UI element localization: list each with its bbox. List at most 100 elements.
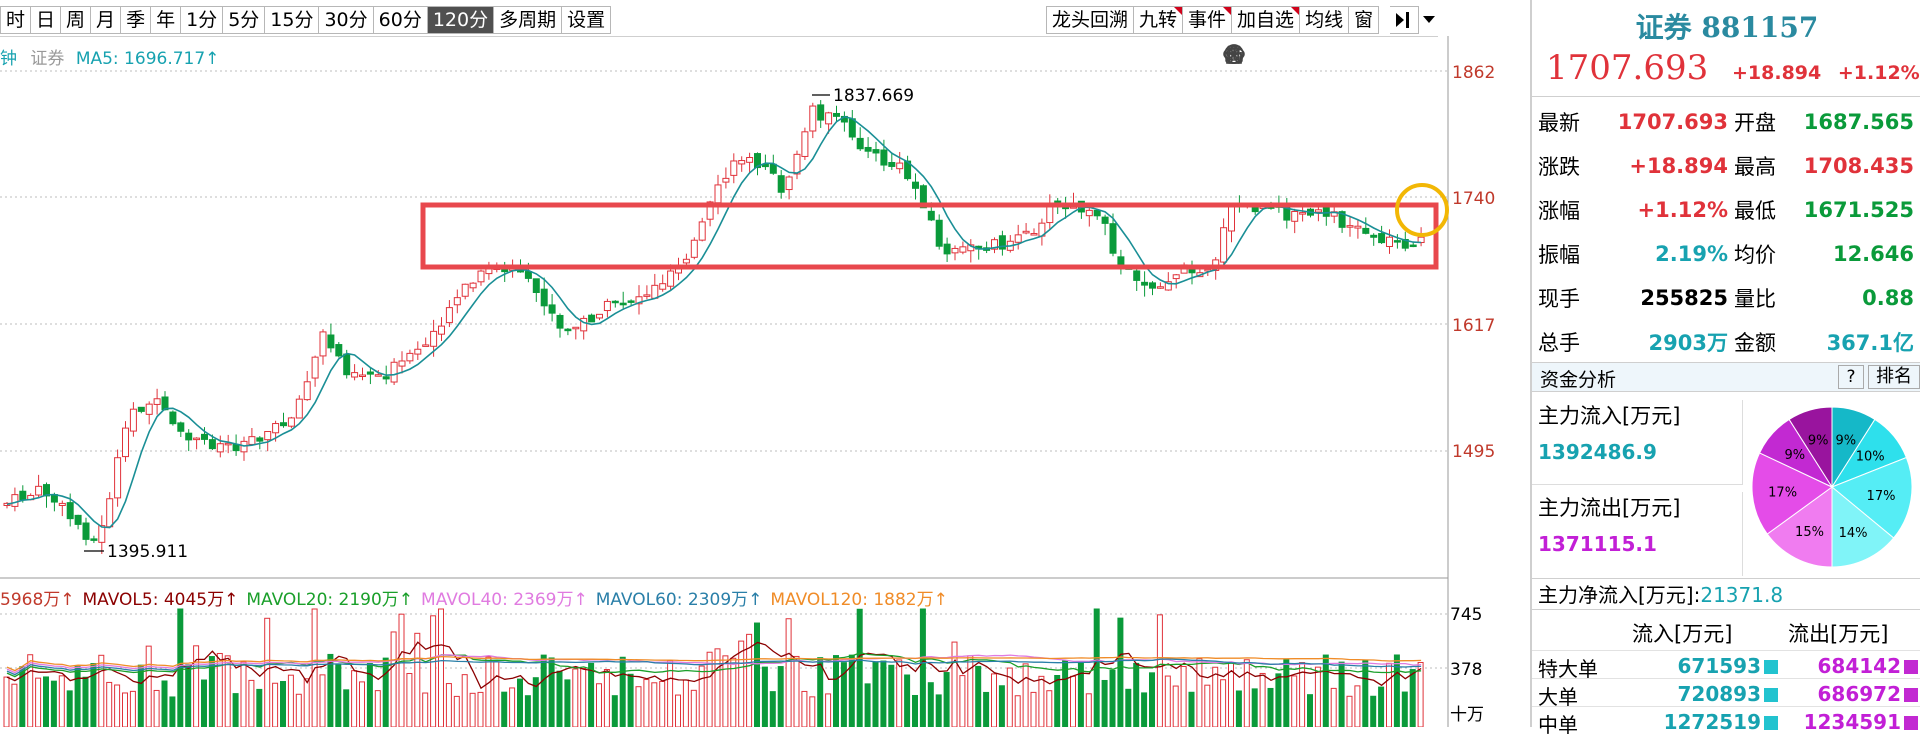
- volume-bar: [74, 665, 81, 727]
- period-tab[interactable]: 5分: [223, 6, 266, 34]
- volume-bar: [825, 693, 832, 727]
- candle-body: [185, 432, 193, 441]
- dropdown-button[interactable]: [1420, 6, 1438, 32]
- quote-row: 涨幅 +1.12% 最低 1671.525: [1538, 188, 1920, 232]
- period-tab[interactable]: 设置: [562, 6, 612, 34]
- candle-body: [272, 423, 280, 434]
- candle-body: [161, 396, 169, 411]
- volume-bar: [1117, 617, 1124, 727]
- period-tab[interactable]: 多周期: [494, 6, 563, 34]
- volume-bar: [975, 665, 982, 727]
- volume-bar: [50, 680, 57, 727]
- period-tab[interactable]: 60分: [373, 6, 428, 34]
- quote-label: 总手: [1538, 331, 1580, 355]
- quote-label: 最低: [1734, 199, 1776, 223]
- kline-chart[interactable]: 1837.669 1395.911 1862 1740 1617 1495 74…: [0, 0, 1530, 727]
- highlight-box: [420, 202, 1439, 270]
- candle-body: [1109, 223, 1117, 254]
- candle-body: [1014, 234, 1022, 243]
- candle-body: [1251, 203, 1259, 213]
- inflow-swatch: [1764, 660, 1778, 674]
- volume-bar: [635, 686, 642, 727]
- quote-value: 12.646: [1832, 242, 1914, 266]
- quote-value: 1687.565: [1803, 110, 1914, 134]
- volume-bar: [1172, 685, 1179, 727]
- order-type: 特大单: [1538, 657, 1598, 681]
- order-row: 特大单 671593 684142: [1532, 650, 1920, 681]
- period-tab[interactable]: 月: [91, 6, 122, 34]
- volume-bar: [1077, 661, 1084, 727]
- period-tab[interactable]: 季: [121, 6, 152, 34]
- zoom-out-icon[interactable]: [1222, 42, 1246, 66]
- tool-tab[interactable]: 均线: [1300, 6, 1350, 34]
- candle-body: [232, 443, 240, 452]
- quote-row: 最新 1707.693 开盘 1687.565: [1538, 100, 1920, 144]
- volume-bar: [912, 694, 918, 727]
- volume-bar: [27, 654, 34, 727]
- quote-label: 最高: [1734, 155, 1776, 179]
- candle-body: [564, 328, 572, 332]
- volume-bar: [1220, 679, 1227, 727]
- candle-body: [777, 175, 785, 193]
- order-inflow-value: 720893: [1677, 682, 1762, 706]
- volume-legend: 5968万↑ MAVOL5: 4045万↑ MAVOL20: 2190万↑ MAVOL…: [0, 585, 956, 610]
- volume-bar: [224, 655, 231, 727]
- collapse-panel-button[interactable]: [1390, 6, 1419, 34]
- ma-legend: 钟 证券 MA5: 1696.717↑: [0, 44, 219, 69]
- volume-bar: [919, 608, 926, 727]
- mavol120-line: [6, 655, 1422, 672]
- candle-body: [1038, 222, 1046, 237]
- volume-bar: [1275, 673, 1282, 727]
- volume-bar: [872, 661, 879, 727]
- period-tab[interactable]: 120分: [427, 6, 495, 34]
- candle-body: [1354, 225, 1362, 229]
- tool-tab[interactable]: 龙头回溯: [1046, 6, 1135, 34]
- candle-body: [682, 258, 690, 264]
- candle-body: [1243, 203, 1251, 207]
- order-inflow-value: 1272519: [1663, 710, 1761, 734]
- volume-bar: [469, 692, 476, 727]
- rank-button[interactable]: 排名: [1868, 365, 1920, 389]
- candle-body: [145, 403, 153, 415]
- period-tab[interactable]: 日: [31, 6, 62, 34]
- candle-body: [122, 427, 129, 458]
- candle-body: [19, 490, 27, 501]
- outflow-header: 流出[万元]: [1788, 622, 1889, 646]
- net-inflow-label: 主力净流入[万元]:: [1538, 583, 1701, 607]
- tool-tab[interactable]: 加自选: [1232, 6, 1301, 34]
- volume-bar: [1370, 695, 1377, 727]
- order-inflow-value: 671593: [1677, 654, 1762, 678]
- period-tab[interactable]: 时: [0, 6, 32, 34]
- tool-tab[interactable]: 九转: [1134, 6, 1184, 34]
- period-tab[interactable]: 30分: [319, 6, 374, 34]
- volume-bar: [769, 691, 776, 727]
- period-tab[interactable]: 周: [61, 6, 92, 34]
- volume-legend-item: MAVOL5: 4045万↑: [82, 590, 239, 610]
- volume-bar: [517, 678, 523, 727]
- pie-slice-label: 9%: [1808, 433, 1829, 448]
- candle-body: [532, 278, 540, 294]
- period-tab[interactable]: 1分: [181, 6, 224, 34]
- order-row: 大单 720893 686972: [1532, 678, 1920, 709]
- candle-body: [445, 307, 453, 324]
- help-button[interactable]: ?: [1838, 365, 1864, 389]
- quote-row: 现手 255825 量比 0.88: [1538, 276, 1920, 320]
- candle-body: [714, 184, 722, 204]
- period-tab[interactable]: 年: [151, 6, 182, 34]
- quote-label: 最新: [1538, 111, 1580, 135]
- quote-value: 255825: [1640, 286, 1728, 310]
- volume-bar: [153, 689, 160, 727]
- candle-body: [461, 283, 469, 297]
- volume-bar: [1038, 675, 1045, 727]
- pie-slice: [1751, 452, 1833, 535]
- volume-bar: [3, 676, 10, 727]
- tool-tab[interactable]: 窗: [1349, 6, 1380, 34]
- volume-bar: [1030, 691, 1037, 727]
- tool-tab[interactable]: 事件: [1183, 6, 1233, 34]
- candle-body: [611, 300, 619, 304]
- volume-bar: [801, 690, 808, 727]
- y-label: 1862: [1452, 63, 1495, 83]
- candle-body: [690, 239, 698, 258]
- period-tab[interactable]: 15分: [265, 6, 320, 34]
- volume-bar: [374, 690, 381, 727]
